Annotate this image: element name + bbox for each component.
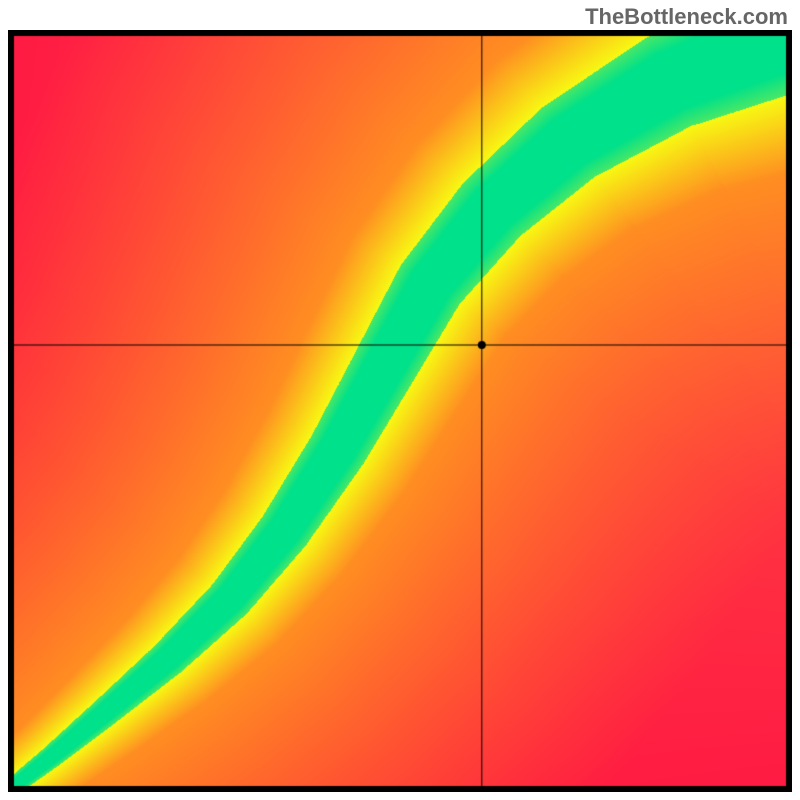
chart-frame [8,30,792,792]
heatmap-canvas [8,30,792,792]
watermark-text: TheBottleneck.com [585,4,788,30]
chart-container: TheBottleneck.com [0,0,800,800]
